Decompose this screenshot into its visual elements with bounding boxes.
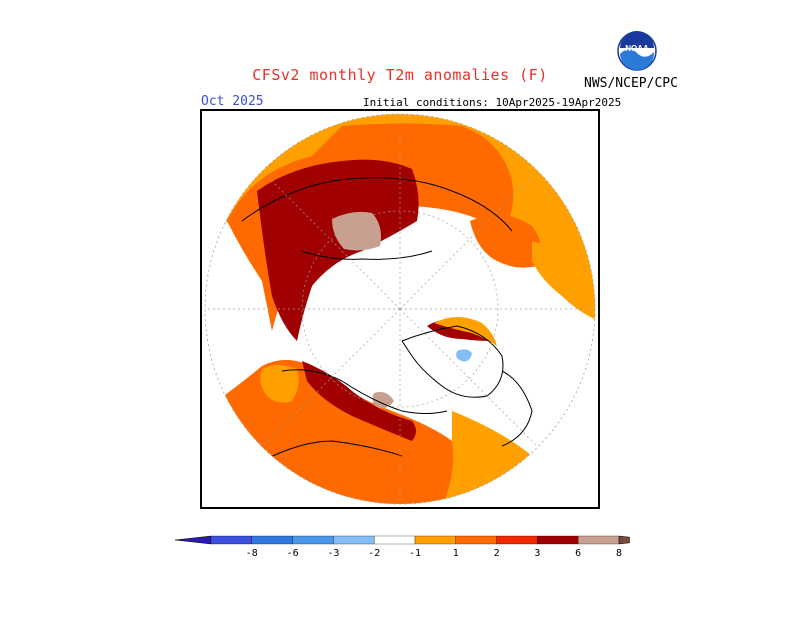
region-tan-2 xyxy=(372,392,394,409)
legend-swatch xyxy=(496,535,538,545)
region-lake-blue xyxy=(456,349,472,362)
legend-swatch xyxy=(374,535,416,545)
legend-swatch xyxy=(210,535,252,545)
legend-tick-label: -3 xyxy=(327,548,339,559)
region-right-orange xyxy=(532,241,595,321)
region-na-orange xyxy=(260,365,299,403)
legend-arrow-right xyxy=(618,535,630,545)
region-europe-orangered xyxy=(470,214,541,268)
legend-swatch xyxy=(455,535,497,545)
initial-conditions: Initial conditions: 10Apr2025-19Apr2025 xyxy=(363,96,622,109)
region-atlantic-orange xyxy=(442,411,532,504)
agency-label: NWS/NCEP/CPC xyxy=(584,76,678,91)
region-na-deepred xyxy=(302,361,416,441)
legend-swatch xyxy=(578,535,620,545)
page-title: CFSv2 monthly T2m anomalies (F) xyxy=(252,66,548,84)
map-panel xyxy=(200,109,600,509)
legend-arrow-left xyxy=(174,535,212,545)
graticule xyxy=(205,114,595,504)
legend-tick-label: -2 xyxy=(368,548,380,559)
legend-tick-label: 3 xyxy=(534,548,540,559)
legend-swatch xyxy=(333,535,375,545)
legend-tick-label: 1 xyxy=(453,548,459,559)
legend-tick-label: 2 xyxy=(494,548,500,559)
legend-tick-label: -1 xyxy=(409,548,421,559)
legend-tick-label: 8 xyxy=(616,548,622,559)
legend-swatch xyxy=(414,535,456,545)
polar-map xyxy=(204,113,596,505)
legend-swatch xyxy=(292,535,334,545)
legend-tick-label: -6 xyxy=(287,548,299,559)
month-label: Oct 2025 xyxy=(201,94,264,109)
coastlines xyxy=(241,177,533,462)
noaa-logo: NOAA xyxy=(617,31,657,71)
color-legend: -8 -6 -3 -2 -1 1 2 3 6 8 xyxy=(174,535,630,559)
legend-tick-label: 6 xyxy=(575,548,581,559)
region-siberia-deepred xyxy=(257,159,419,341)
legend-tick-label: -8 xyxy=(246,548,258,559)
region-greenland-orange xyxy=(434,317,497,346)
legend-swatch xyxy=(537,535,579,545)
legend-swatch xyxy=(251,535,293,545)
region-tan-1 xyxy=(332,211,381,251)
svg-text:NOAA: NOAA xyxy=(625,44,649,53)
